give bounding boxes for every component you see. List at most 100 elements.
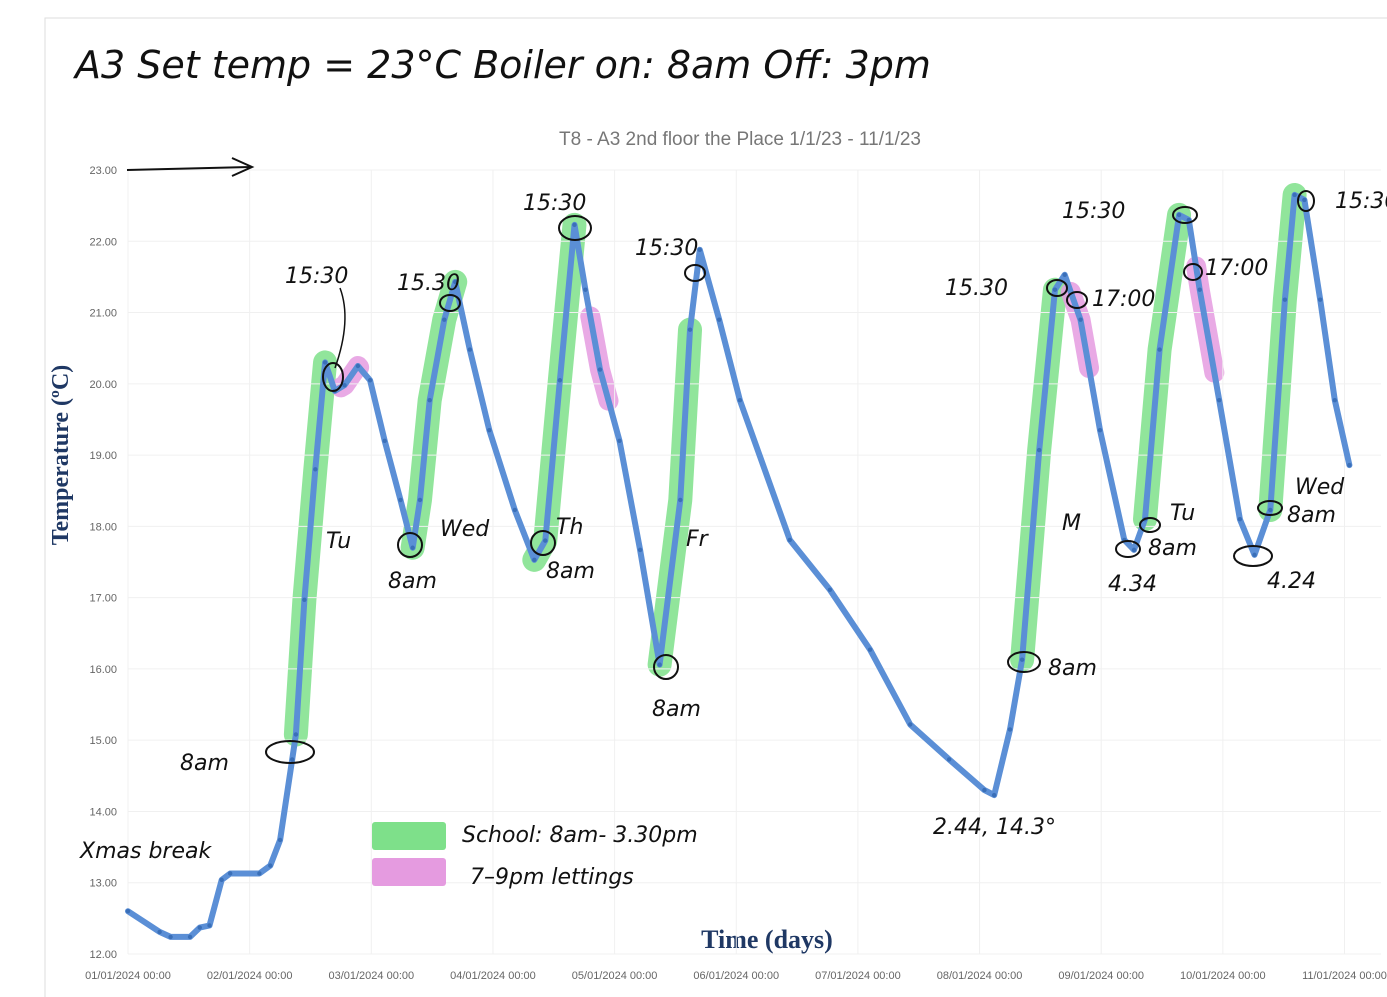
annotation: 8am (652, 697, 701, 722)
data-point (278, 838, 282, 842)
annotation: M (1062, 511, 1081, 536)
data-point (1037, 448, 1041, 452)
data-point (168, 935, 172, 939)
data-point (1132, 548, 1136, 552)
annotation: 15:30 (523, 191, 586, 216)
data-point (1333, 398, 1337, 402)
annotation: Wed (440, 517, 490, 542)
annotation: Xmas break (79, 839, 212, 864)
data-point (1238, 517, 1242, 521)
annotation: 8am (1148, 536, 1197, 561)
data-point (617, 439, 621, 443)
annotation: 2.44, 14.3° (933, 815, 1056, 840)
chart-title: T8 - A3 2nd floor the Place 1/1/23 - 11/… (559, 129, 921, 150)
annotation: Tu (326, 529, 351, 554)
data-point (532, 558, 536, 562)
x-tick-label: 08/01/2024 00:00 (937, 970, 1023, 982)
data-point (219, 878, 223, 882)
data-point (513, 508, 517, 512)
y-tick-label: 16.00 (89, 664, 117, 676)
annotation: Th (556, 515, 583, 540)
data-point (788, 538, 792, 542)
x-tick-label: 01/01/2024 00:00 (85, 970, 171, 982)
data-point (638, 548, 642, 552)
data-point (1302, 198, 1306, 202)
x-tick-label: 02/01/2024 00:00 (207, 970, 293, 982)
annotation: 4.34 (1108, 572, 1157, 597)
y-tick-label: 19.00 (89, 450, 117, 462)
annotation: 4.24 (1267, 569, 1316, 594)
data-point (558, 378, 562, 382)
data-point (323, 360, 327, 364)
data-point (828, 588, 832, 592)
data-point (157, 930, 161, 934)
data-point (1292, 193, 1296, 197)
data-point (688, 327, 692, 331)
data-point (543, 538, 547, 542)
y-tick-label: 13.00 (89, 878, 117, 890)
data-point (126, 909, 130, 913)
data-point (382, 439, 386, 443)
legend-swatch (372, 858, 446, 886)
data-point (947, 757, 951, 761)
data-point (1177, 213, 1181, 217)
data-point (1157, 347, 1161, 351)
data-point (1053, 288, 1057, 292)
data-point (342, 383, 346, 387)
x-tick-label: 06/01/2024 00:00 (693, 970, 779, 982)
data-point (1318, 298, 1322, 302)
x-axis-label: Time (days) (701, 925, 833, 954)
header-note: A3 Set temp = 23°C Boiler on: 8am Off: 3… (72, 43, 931, 87)
data-point (302, 598, 306, 602)
annotation: 15.30 (945, 276, 1008, 301)
y-tick-label: 22.00 (89, 236, 117, 248)
annotation: 15:30 (635, 236, 698, 261)
data-point (207, 923, 211, 927)
data-point (1252, 553, 1256, 557)
data-point (1098, 428, 1102, 432)
annotation: 15:30 (1062, 199, 1125, 224)
annotation: 17:00 (1205, 256, 1268, 281)
y-tick-label: 15.00 (89, 735, 117, 747)
legend-label: 7–9pm lettings (470, 865, 634, 890)
x-tick-label: 09/01/2024 00:00 (1058, 970, 1144, 982)
x-tick-label: 05/01/2024 00:00 (572, 970, 658, 982)
x-tick-label: 10/01/2024 00:00 (1180, 970, 1266, 982)
data-point (1347, 463, 1351, 467)
data-point (410, 546, 414, 550)
annotation: 15.30 (397, 271, 460, 296)
data-point (1217, 398, 1221, 402)
data-point (198, 925, 202, 929)
x-tick-label: 03/01/2024 00:00 (328, 970, 414, 982)
data-point (398, 498, 402, 502)
data-point (418, 498, 422, 502)
data-point (982, 788, 986, 792)
chart: A3 Set temp = 23°C Boiler on: 8am Off: 3… (0, 0, 1387, 997)
data-point (992, 793, 996, 797)
data-point (257, 871, 261, 875)
annotation: 8am (388, 569, 437, 594)
page: A3 Set temp = 23°C Boiler on: 8am Off: 3… (0, 0, 1387, 997)
annotation: 17:00 (1092, 287, 1155, 312)
y-tick-label: 21.00 (89, 308, 117, 320)
data-point (468, 347, 472, 351)
data-point (583, 288, 587, 292)
legend-swatch (372, 822, 446, 850)
annotation: Fr (686, 527, 710, 552)
annotation: 15:30 (285, 264, 348, 289)
annotation: 8am (546, 559, 595, 584)
data-point (868, 647, 872, 651)
annotation: Tu (1170, 501, 1195, 526)
y-tick-label: 12.00 (89, 949, 117, 961)
data-point (738, 398, 742, 402)
y-tick-label: 20.00 (89, 379, 117, 391)
data-point (313, 467, 317, 471)
data-point (228, 871, 232, 875)
data-point (678, 498, 682, 502)
data-point (572, 223, 576, 227)
data-point (368, 378, 372, 382)
y-tick-label: 23.00 (89, 165, 117, 177)
data-point (356, 364, 360, 368)
x-tick-label: 04/01/2024 00:00 (450, 970, 536, 982)
data-point (442, 317, 446, 321)
